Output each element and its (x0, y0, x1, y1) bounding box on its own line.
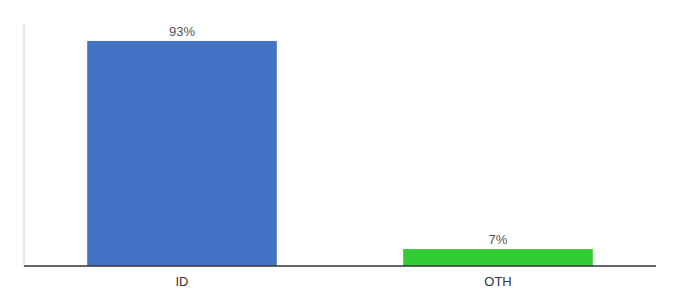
bar (87, 41, 277, 266)
x-tick-label: OTH (484, 274, 511, 289)
bars (87, 41, 593, 266)
data-label: 93% (169, 24, 195, 39)
data-label: 7% (489, 232, 508, 247)
x-tick-label: ID (176, 274, 189, 289)
chart-svg: 93% 7% ID OTH (0, 0, 680, 300)
bar (403, 249, 593, 266)
plot-area: 93% 7% ID OTH (24, 24, 656, 289)
x-axis-line (24, 265, 656, 267)
y-range-line (24, 24, 25, 266)
chart-container: 93% 7% ID OTH (0, 0, 680, 300)
